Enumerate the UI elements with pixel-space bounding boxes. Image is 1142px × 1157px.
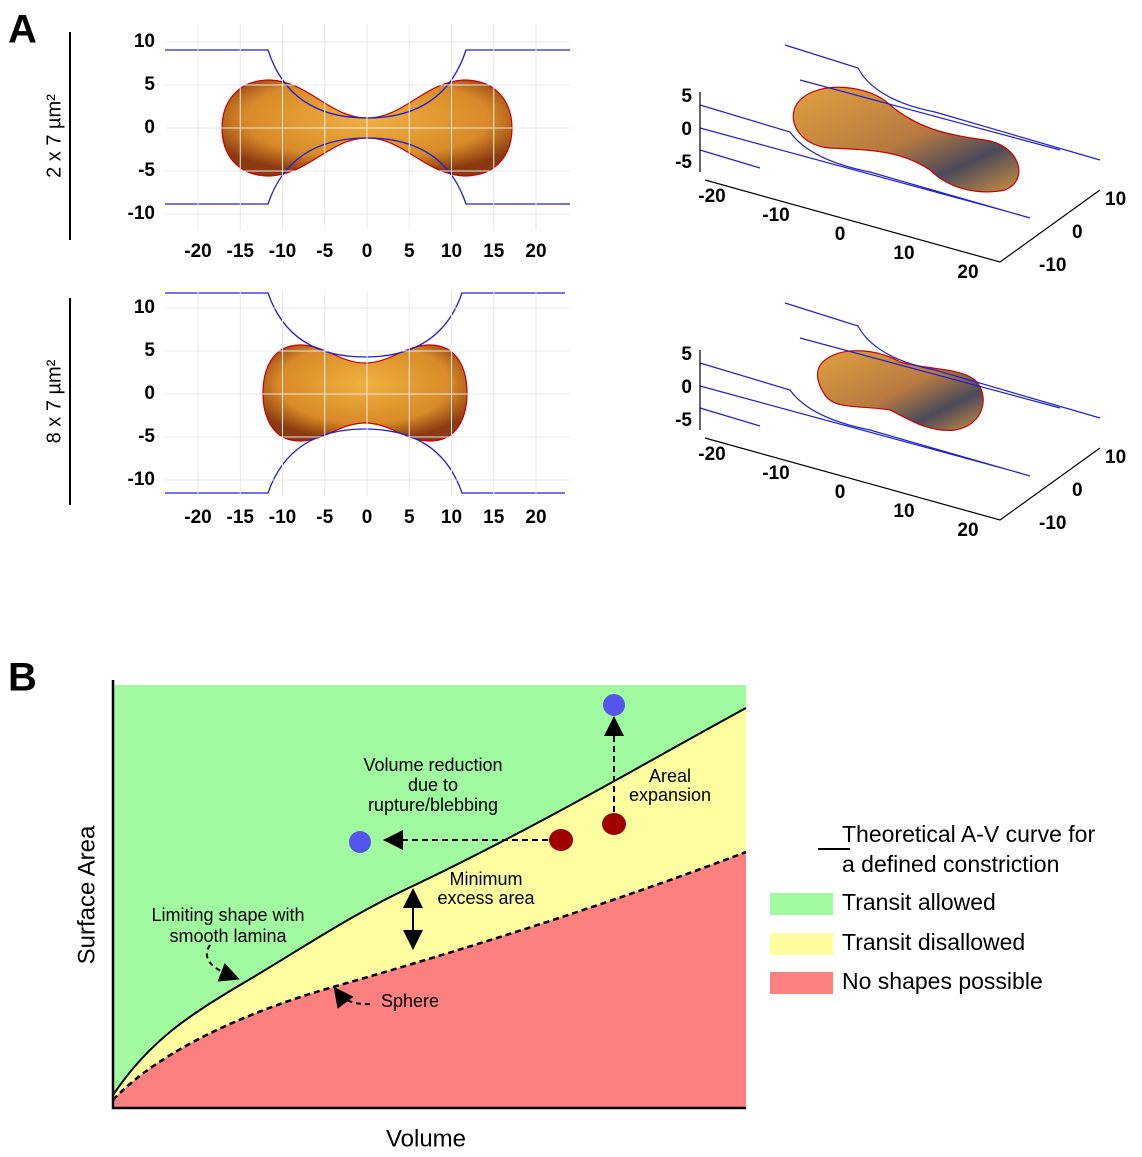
y-axis-label: Surface Area bbox=[73, 825, 100, 964]
panel-label: A bbox=[8, 8, 37, 52]
axes-3d bbox=[699, 92, 1101, 263]
x-tick-label: -10 bbox=[269, 507, 296, 528]
y-tick-label: 10 bbox=[134, 297, 155, 318]
annotation: rupture/blebbing bbox=[368, 795, 498, 815]
x-tick-label: -20 bbox=[698, 444, 725, 465]
x-tick-label: 15 bbox=[483, 241, 505, 262]
x-tick-label: 20 bbox=[957, 262, 978, 283]
av-curve bbox=[112, 707, 747, 1096]
z-tick-label: 0 bbox=[681, 377, 692, 398]
sphere-curve bbox=[112, 850, 747, 1101]
panel-label: B bbox=[8, 656, 37, 700]
y-tick-label: 0 bbox=[1072, 480, 1083, 501]
axes-3d bbox=[699, 350, 1101, 521]
x-tick-label: -20 bbox=[698, 186, 725, 207]
x-tick-label: -15 bbox=[227, 507, 255, 528]
legend-swatch bbox=[770, 972, 833, 994]
y-tick-label: 10 bbox=[1105, 189, 1126, 210]
x-tick-label: -10 bbox=[269, 241, 296, 262]
y-tick-label: -5 bbox=[138, 160, 155, 181]
legend-label: Theoretical A-V curve for bbox=[842, 821, 1095, 847]
x-tick-label: -15 bbox=[227, 241, 255, 262]
y-tick-label: 0 bbox=[144, 117, 155, 138]
legend-label: Transit allowed bbox=[842, 889, 996, 915]
cell-3d bbox=[792, 86, 1020, 193]
x-tick-label: 20 bbox=[957, 520, 978, 541]
legend-label: No shapes possible bbox=[842, 968, 1043, 994]
row-label: 8 x 7 µm² bbox=[43, 359, 65, 443]
z-tick-label: 0 bbox=[681, 119, 692, 140]
legend-swatch bbox=[770, 933, 833, 955]
annotation: Minimum bbox=[449, 869, 522, 889]
x-tick-label: 20 bbox=[525, 241, 546, 262]
legend-label: a defined constriction bbox=[842, 851, 1059, 877]
x-tick-label: -20 bbox=[184, 507, 211, 528]
y-tick-label: -10 bbox=[1039, 513, 1066, 534]
x-tick-label: 5 bbox=[404, 507, 415, 528]
y-tick-label: -10 bbox=[128, 203, 155, 224]
cell-3d bbox=[816, 350, 984, 432]
region-impossible bbox=[113, 852, 746, 1108]
y-tick-label: 10 bbox=[134, 31, 155, 52]
point bbox=[349, 831, 371, 853]
z-tick-label: 5 bbox=[681, 344, 692, 365]
y-tick-label: 0 bbox=[144, 383, 155, 404]
point bbox=[602, 813, 626, 835]
x-tick-label: 0 bbox=[835, 224, 846, 245]
y-tick-label: 10 bbox=[1105, 447, 1126, 468]
x-tick-label: 10 bbox=[441, 507, 462, 528]
x-tick-label: 0 bbox=[362, 241, 373, 262]
z-tick-label: 5 bbox=[681, 86, 692, 107]
channel-3d bbox=[699, 44, 1101, 219]
arrow bbox=[205, 944, 240, 982]
y-tick-label: -10 bbox=[1039, 255, 1066, 276]
x-tick-label: 0 bbox=[835, 482, 846, 503]
y-tick-label: -10 bbox=[128, 469, 155, 490]
z-tick-label: -5 bbox=[675, 410, 692, 431]
legend-swatch bbox=[770, 893, 833, 915]
x-tick-label: -5 bbox=[316, 507, 333, 528]
y-tick-label: 5 bbox=[144, 340, 155, 361]
row-label: 2 x 7 µm² bbox=[43, 94, 65, 178]
annotation: Limiting shape with bbox=[151, 905, 304, 925]
annotation: Areal bbox=[649, 766, 691, 786]
y-tick-label: 0 bbox=[1072, 222, 1083, 243]
x-tick-label: -10 bbox=[762, 205, 789, 226]
y-tick-label: -5 bbox=[138, 426, 155, 447]
annotation: due to bbox=[408, 775, 458, 795]
arrow bbox=[333, 986, 371, 1009]
z-tick-label: -5 bbox=[675, 152, 692, 173]
x-tick-label: 10 bbox=[893, 501, 914, 522]
axes bbox=[111, 680, 746, 1110]
x-tick-label: 15 bbox=[483, 507, 505, 528]
y-tick-label: 5 bbox=[144, 74, 155, 95]
point bbox=[603, 694, 625, 716]
x-axis-label: Volume bbox=[386, 1125, 466, 1152]
x-tick-label: 20 bbox=[525, 507, 546, 528]
annotation: excess area bbox=[437, 888, 535, 908]
legend-label: Transit disallowed bbox=[842, 929, 1025, 955]
x-tick-label: 5 bbox=[404, 241, 415, 262]
x-tick-label: -10 bbox=[762, 463, 789, 484]
annotation: expansion bbox=[629, 785, 711, 805]
x-tick-label: 10 bbox=[441, 241, 462, 262]
plot-2d bbox=[165, 292, 565, 494]
annotation: smooth lamina bbox=[169, 926, 287, 946]
x-tick-label: -20 bbox=[184, 241, 211, 262]
x-tick-label: 10 bbox=[893, 243, 914, 264]
annotation: Volume reduction bbox=[363, 755, 502, 775]
point bbox=[549, 829, 573, 851]
cell-shape bbox=[262, 344, 468, 442]
x-tick-label: 0 bbox=[362, 507, 373, 528]
x-tick-label: -5 bbox=[316, 241, 333, 262]
plot-b: Surface Area Volume bbox=[73, 680, 850, 1152]
channel-3d bbox=[699, 302, 1101, 477]
annotation: Sphere bbox=[381, 991, 439, 1011]
